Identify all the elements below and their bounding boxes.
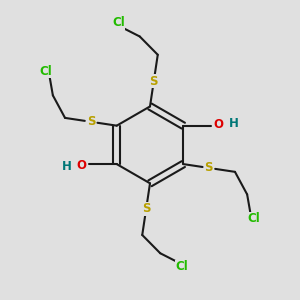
Text: H: H: [229, 117, 238, 130]
Text: S: S: [87, 116, 96, 128]
Text: S: S: [204, 161, 213, 174]
Text: S: S: [142, 202, 150, 215]
Text: Cl: Cl: [40, 64, 52, 77]
Text: H: H: [61, 160, 71, 172]
Text: Cl: Cl: [112, 16, 125, 29]
Text: S: S: [150, 75, 158, 88]
Text: Cl: Cl: [248, 212, 260, 225]
Text: O: O: [213, 118, 223, 131]
Text: O: O: [77, 159, 87, 172]
Text: Cl: Cl: [175, 260, 188, 273]
